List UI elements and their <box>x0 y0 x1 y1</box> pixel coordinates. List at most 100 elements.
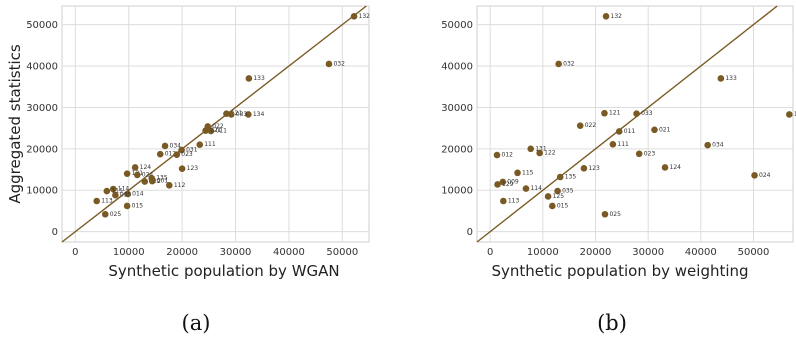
x-tick-label: 20000 <box>166 247 198 258</box>
point-label-112: 112 <box>174 182 186 189</box>
point-label-015: 015 <box>132 202 144 209</box>
y-axis-label-a: Aggregated statistics <box>6 44 24 204</box>
data-point-034 <box>704 141 711 149</box>
data-point-031 <box>178 146 185 154</box>
point-label-009: 009 <box>507 178 519 185</box>
point-label-032: 032 <box>563 60 575 67</box>
point-label-133: 133 <box>725 75 737 82</box>
data-point-021 <box>202 127 209 134</box>
point-label-011: 011 <box>624 128 636 135</box>
x-tick-label: 50000 <box>738 247 770 258</box>
data-point-115 <box>103 187 111 195</box>
data-point-112 <box>166 181 173 189</box>
y-tick-label: 30000 <box>26 103 58 114</box>
caption-b: (b) <box>597 311 627 335</box>
x-tick-label: 50000 <box>326 247 358 258</box>
data-point-033 <box>633 110 640 117</box>
point-label-124: 124 <box>670 164 682 171</box>
point-label-135: 135 <box>565 173 577 180</box>
point-label-115: 115 <box>111 188 123 195</box>
y-tick-label: 10000 <box>441 186 473 197</box>
point-label-024: 024 <box>142 171 154 178</box>
point-label-121: 121 <box>609 110 621 117</box>
point-label-131: 131 <box>535 145 547 152</box>
point-label-124: 124 <box>140 164 152 171</box>
reference-line-a <box>61 5 367 243</box>
point-label-135: 135 <box>156 175 168 182</box>
scatter-panel-a: 0 10000 20000 30000 40000 50000 0 10000 20000 300… <box>6 5 371 335</box>
data-point-033 <box>227 111 235 118</box>
y-tick-label: 10000 <box>26 186 58 197</box>
point-label-122: 122 <box>544 149 556 156</box>
point-label-034: 034 <box>170 142 182 149</box>
data-point-135 <box>556 173 564 181</box>
plot-area-a <box>61 5 370 243</box>
identity-line <box>61 5 367 243</box>
x-axis-label-a: Synthetic population by WGAN <box>108 262 339 280</box>
ticks-a: 0 10000 20000 30000 40000 50000 0 10000 20000 300… <box>26 20 358 258</box>
point-label-111: 111 <box>617 141 629 148</box>
data-point-011 <box>207 127 215 135</box>
y-tick-label: 0 <box>52 227 58 238</box>
point-label-024: 024 <box>759 172 771 179</box>
point-label-123: 123 <box>187 165 199 172</box>
data-point-121 <box>601 109 608 117</box>
scatter-panel-b: 0 10000 20000 30000 40000 50000 0 10000 20000 300… <box>441 5 796 335</box>
data-point-123 <box>580 165 588 172</box>
data-point-114 <box>109 185 117 193</box>
identity-line <box>476 5 778 243</box>
data-point-024 <box>751 172 758 179</box>
data-point-015 <box>549 202 556 210</box>
data-point-113 <box>500 197 507 205</box>
x-tick-label: 0 <box>487 247 493 258</box>
x-tick-label: 30000 <box>220 247 252 258</box>
point-label-022: 022 <box>585 122 597 129</box>
data-point-011 <box>615 128 623 135</box>
point-label-133: 133 <box>253 75 265 82</box>
data-point-13 <box>786 111 793 118</box>
point-label-13: 13 <box>794 111 796 118</box>
point-label-025: 025 <box>110 211 122 218</box>
data-point-133 <box>245 75 253 82</box>
data-point-032 <box>555 60 562 68</box>
data-point-035 <box>112 191 119 199</box>
x-tick-label: 40000 <box>273 247 305 258</box>
y-tick-label: 40000 <box>26 62 58 73</box>
data-point-014 <box>124 190 131 198</box>
grid-a <box>62 6 369 242</box>
y-tick-label: 50000 <box>441 20 473 31</box>
data-point-131 <box>527 145 535 153</box>
point-label-031: 031 <box>186 147 198 154</box>
y-tick-label: 20000 <box>441 144 473 155</box>
point-label-113: 113 <box>101 198 113 205</box>
point-label-132: 132 <box>611 13 623 20</box>
x-tick-label: 30000 <box>632 247 664 258</box>
point-label-014: 014 <box>132 190 144 197</box>
point-label-115: 115 <box>522 169 534 176</box>
point-label-033: 033 <box>236 111 248 118</box>
data-point-024 <box>133 171 141 179</box>
data-point-123 <box>178 165 186 173</box>
point-label-025: 025 <box>609 211 621 218</box>
data-point-021 <box>651 126 658 134</box>
point-label-132: 132 <box>359 13 371 20</box>
data-point-114 <box>522 185 530 192</box>
data-point-125 <box>544 193 552 200</box>
data-point-001 <box>148 177 156 185</box>
x-tick-label: 0 <box>72 247 78 258</box>
data-point-023 <box>635 150 643 158</box>
y-tick-label: 40000 <box>441 62 473 73</box>
x-axis-label-b: Synthetic population by weighting <box>491 262 748 280</box>
point-label-121: 121 <box>231 110 243 117</box>
data-point-035 <box>554 187 561 195</box>
reference-line-b <box>476 5 778 243</box>
y-tick-label: 50000 <box>26 20 58 31</box>
point-label-012: 012 <box>165 151 177 158</box>
data-point-009 <box>499 178 507 186</box>
data-point-111 <box>609 140 617 148</box>
x-tick-label: 10000 <box>527 247 559 258</box>
point-label-129: 129 <box>502 181 514 188</box>
data-point-113 <box>93 197 101 205</box>
point-label-032: 032 <box>333 60 345 67</box>
